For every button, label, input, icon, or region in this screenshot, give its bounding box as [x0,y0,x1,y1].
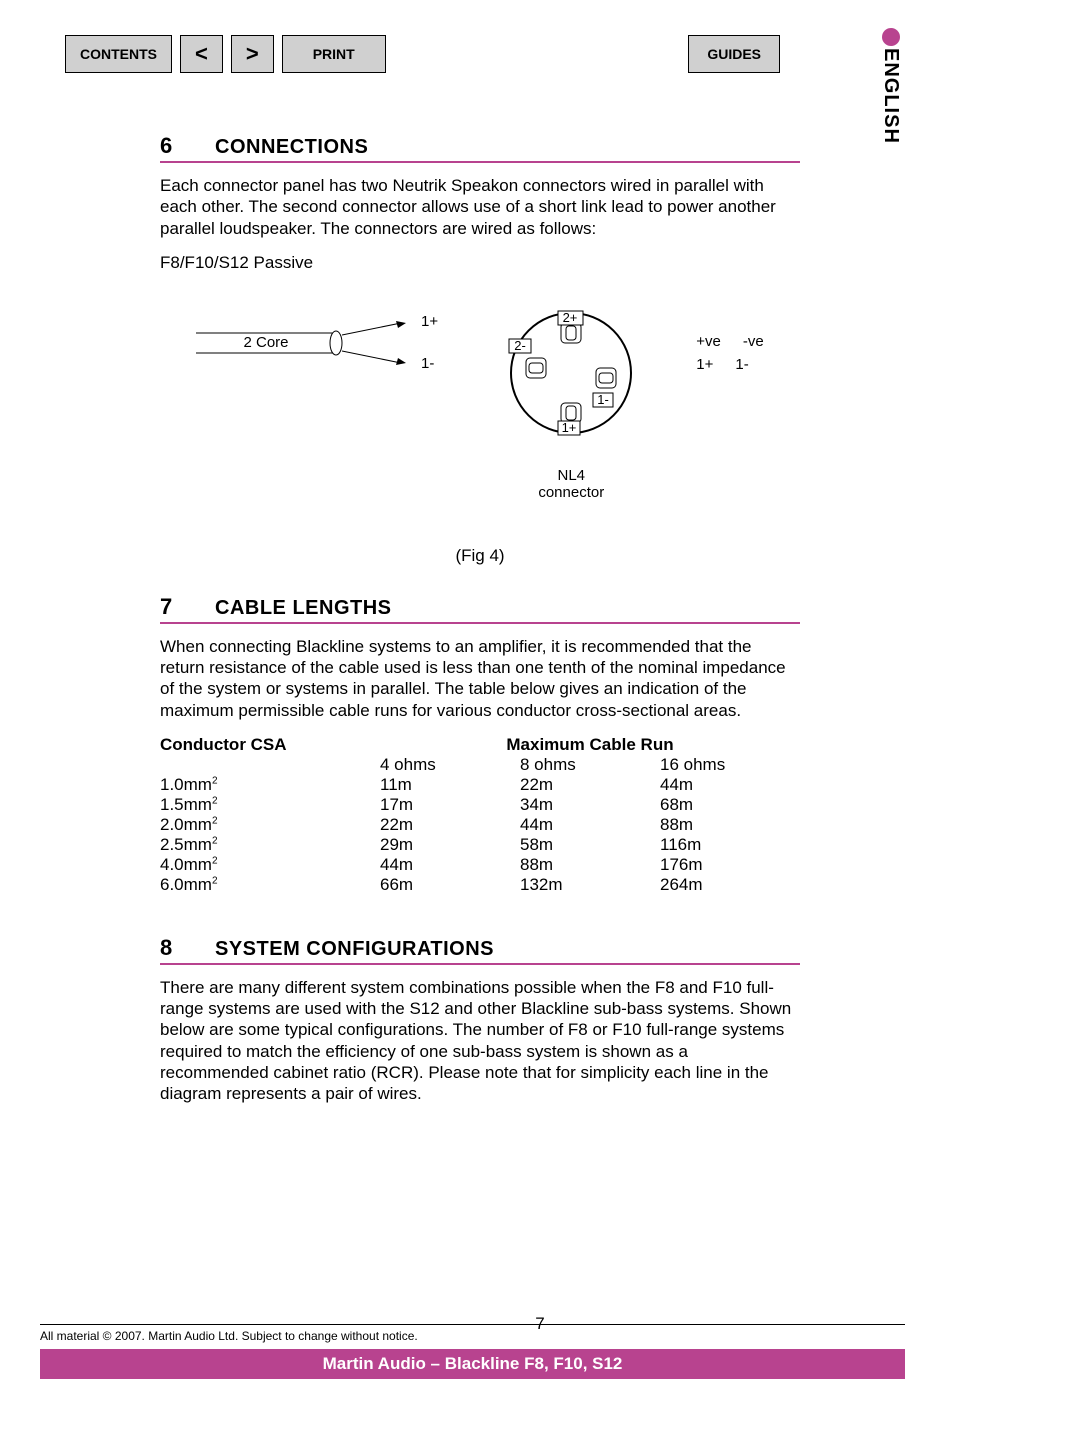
connector-name: NL4 connector [496,467,646,501]
section-7-para: When connecting Blackline systems to an … [160,636,800,721]
contents-button[interactable]: CONTENTS [65,35,172,73]
section-7-num: 7 [160,594,215,620]
col-16ohm: 16 ohms [660,755,800,775]
copyright-text: All material © 2007. Martin Audio Ltd. S… [40,1329,905,1349]
print-button[interactable]: PRINT [282,35,386,73]
section-8-head: 8 SYSTEM CONFIGURATIONS [160,935,800,965]
section-7-head: 7 CABLE LENGTHS [160,594,800,624]
section-6-title: CONNECTIONS [215,136,368,159]
section-8-num: 8 [160,935,215,961]
col-run-head: Maximum Cable Run [380,735,800,755]
table-row: 1.0mm211m22m44m [160,775,800,795]
cable-table: Conductor CSA Maximum Cable Run 4 ohms 8… [160,735,800,895]
polarity-legend: +ve-ve 1+1- [696,333,763,379]
top-nav: CONTENTS < > PRINT [65,35,386,73]
section-8-para: There are many different system combinat… [160,977,800,1105]
col-4ohm: 4 ohms [380,755,520,775]
col-8ohm: 8 ohms [520,755,660,775]
footer-bar: Martin Audio – Blackline F8, F10, S12 [40,1349,905,1379]
svg-text:1+: 1+ [562,420,577,435]
next-button[interactable]: > [231,35,274,73]
prev-button[interactable]: < [180,35,223,73]
section-6-num: 6 [160,133,215,159]
svg-text:1-: 1- [597,392,609,407]
page-footer: All material © 2007. Martin Audio Ltd. S… [40,1324,905,1379]
svg-text:1+: 1+ [421,313,438,330]
col-csa-head: Conductor CSA [160,735,380,755]
table-row: 6.0mm266m132m264m [160,875,800,895]
section-6-head: 6 CONNECTIONS [160,133,800,163]
svg-text:1-: 1- [421,355,434,372]
table-row: 2.5mm229m58m116m [160,835,800,855]
svg-text:2+: 2+ [563,310,578,325]
nl4-connector-icon: 2+ 2- 1- 1+ [496,303,646,463]
fig4-caption: (Fig 4) [160,546,800,566]
connector-diagram: 2 Core 1+ 1- 2+ [160,303,800,501]
page-content: 6 CONNECTIONS Each connector panel has t… [160,105,800,1118]
table-row: 1.5mm217m34m68m [160,795,800,815]
language-tab: ENGLISH [879,28,902,144]
nl4-wrap: 2+ 2- 1- 1+ NL4 connector [496,303,646,501]
svg-text:2 Core: 2 Core [244,334,289,351]
section-6-para: Each connector panel has two Neutrik Spe… [160,175,800,239]
svg-text:2-: 2- [514,338,526,353]
passive-label: F8/F10/S12 Passive [160,253,800,273]
section-8-title: SYSTEM CONFIGURATIONS [215,938,494,961]
cable-icon: 2 Core 1+ 1- [196,303,446,383]
table-row: 2.0mm222m44m88m [160,815,800,835]
table-row: 4.0mm244m88m176m [160,855,800,875]
lang-label: ENGLISH [880,48,902,144]
lang-dot-icon [882,28,900,46]
footer-title: Martin Audio – Blackline F8, F10, S12 [323,1354,623,1374]
guides-button[interactable]: GUIDES [688,35,780,73]
section-7-title: CABLE LENGTHS [215,597,392,620]
